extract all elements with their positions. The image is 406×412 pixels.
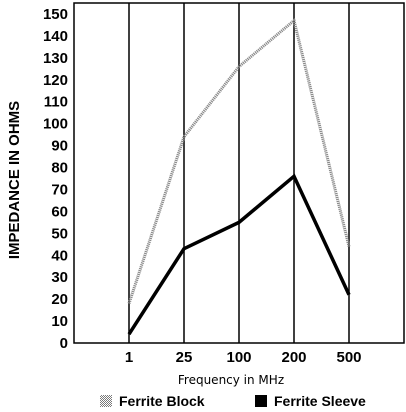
y-tick-label: 10 (51, 313, 68, 330)
y-tick-label: 40 (51, 247, 68, 264)
y-axis-ticks: 0 10 20 30 40 50 60 70 80 90 100 110 120 130 140 150 (43, 6, 68, 352)
x-axis-label: Frequency in MHz (178, 373, 284, 387)
x-axis-ticks: 1 25 100 200 500 (125, 349, 362, 366)
y-tick-label: 30 (51, 269, 68, 286)
legend: Ferrite Block Ferrite Sleeve (100, 393, 366, 409)
y-tick-label: 0 (60, 335, 68, 352)
y-tick-label: 70 (51, 181, 68, 198)
y-tick-label: 20 (51, 291, 68, 308)
y-tick-label: 140 (43, 28, 68, 45)
x-tick-label: 500 (336, 349, 361, 366)
y-tick-label: 120 (43, 72, 68, 89)
y-tick-label: 60 (51, 203, 68, 220)
series-line-ferrite-sleeve (127, 173, 351, 336)
x-tick-label: 1 (125, 349, 133, 366)
y-axis-label: IMPEDANCE IN OHMS (6, 101, 23, 259)
x-tick-label: 100 (226, 349, 251, 366)
legend-swatch (100, 395, 112, 407)
y-tick-label: 110 (44, 94, 68, 111)
legend-label: Ferrite Sleeve (274, 393, 366, 409)
legend-label: Ferrite Block (119, 393, 205, 409)
y-tick-label: 150 (43, 6, 68, 23)
plot-grid (73, 2, 405, 344)
y-tick-label: 130 (43, 50, 68, 67)
series-line-ferrite-block (127, 17, 351, 304)
series-lines (127, 17, 351, 336)
y-tick-label: 90 (51, 138, 68, 155)
x-tick-label: 25 (176, 349, 193, 366)
y-tick-label: 50 (51, 225, 68, 242)
y-tick-label: 100 (43, 116, 68, 133)
x-tick-label: 200 (281, 349, 306, 366)
legend-swatch (255, 395, 267, 407)
y-tick-label: 80 (51, 160, 68, 177)
